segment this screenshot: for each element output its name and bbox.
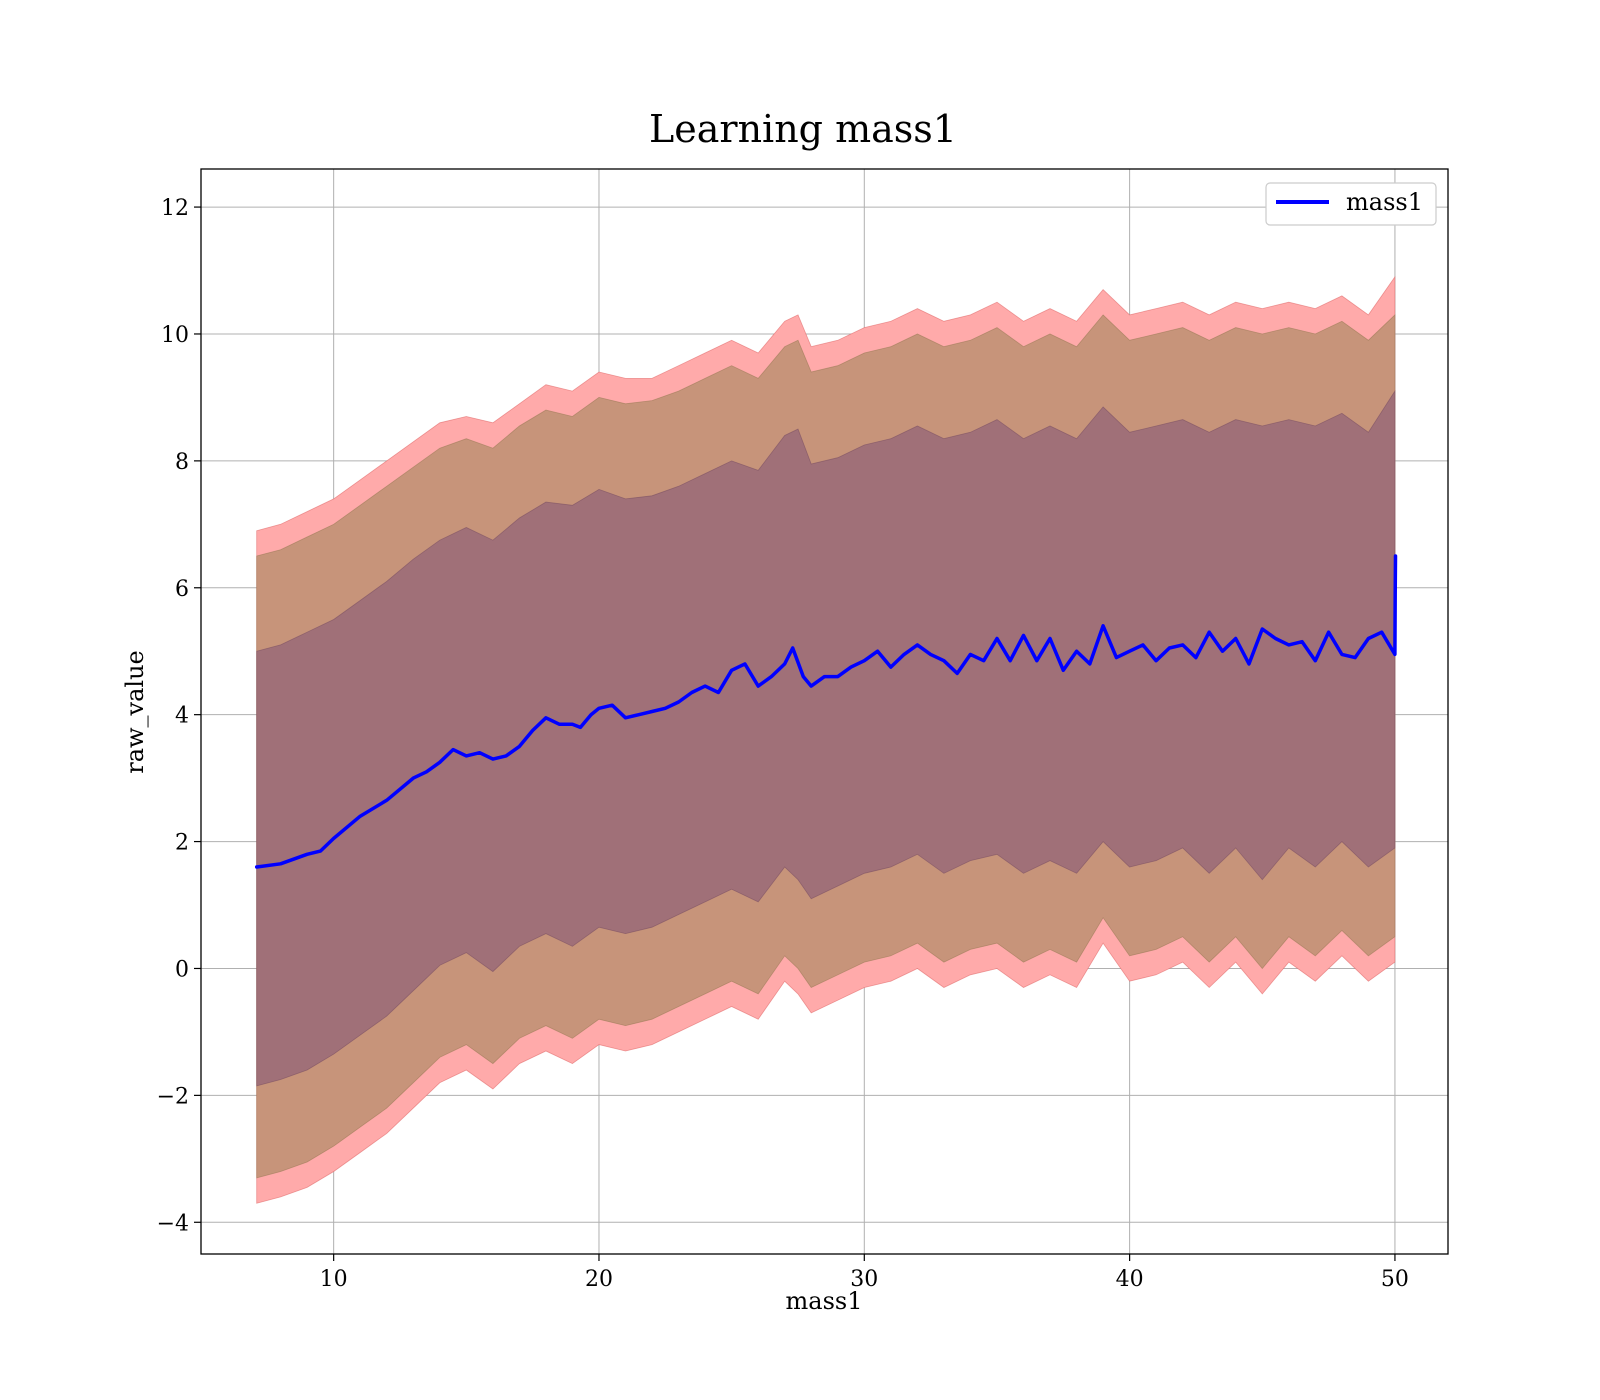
axis-ticks: 10 20 30 40 50 −4 −2 0 2 4 6 8 10 12 bbox=[157, 196, 1409, 1292]
plot-frame bbox=[200, 168, 1449, 1255]
chart-title: Learning mass1 bbox=[649, 107, 957, 151]
confidence-bands bbox=[256, 275, 1396, 1204]
x-axis-title: mass1 bbox=[786, 1287, 863, 1315]
y-tick-label: 10 bbox=[161, 323, 189, 348]
y-axis-title: raw_value bbox=[121, 650, 149, 774]
band-inner bbox=[256, 389, 1396, 1087]
x-tick-label: 20 bbox=[585, 1267, 613, 1292]
legend-label-mass1: mass1 bbox=[1346, 188, 1423, 216]
legend: mass1 bbox=[1265, 182, 1437, 226]
y-tick-label: 0 bbox=[175, 957, 189, 982]
y-tick-label: 2 bbox=[175, 831, 189, 856]
x-tick-label: 10 bbox=[320, 1267, 348, 1292]
y-tick-label: −4 bbox=[157, 1211, 189, 1236]
series-line-mass1 bbox=[254, 554, 1398, 869]
x-tick-label: 30 bbox=[850, 1267, 878, 1292]
y-tick-label: −2 bbox=[157, 1084, 189, 1109]
series-lines bbox=[254, 554, 1398, 869]
x-tick-label: 40 bbox=[1116, 1267, 1144, 1292]
y-tick-label: 6 bbox=[175, 577, 189, 602]
legend-box bbox=[1265, 182, 1437, 226]
y-tick-label: 8 bbox=[175, 450, 189, 475]
x-tick-label: 50 bbox=[1381, 1267, 1409, 1292]
y-tick-label: 12 bbox=[161, 196, 189, 221]
y-tick-label: 4 bbox=[175, 704, 189, 729]
